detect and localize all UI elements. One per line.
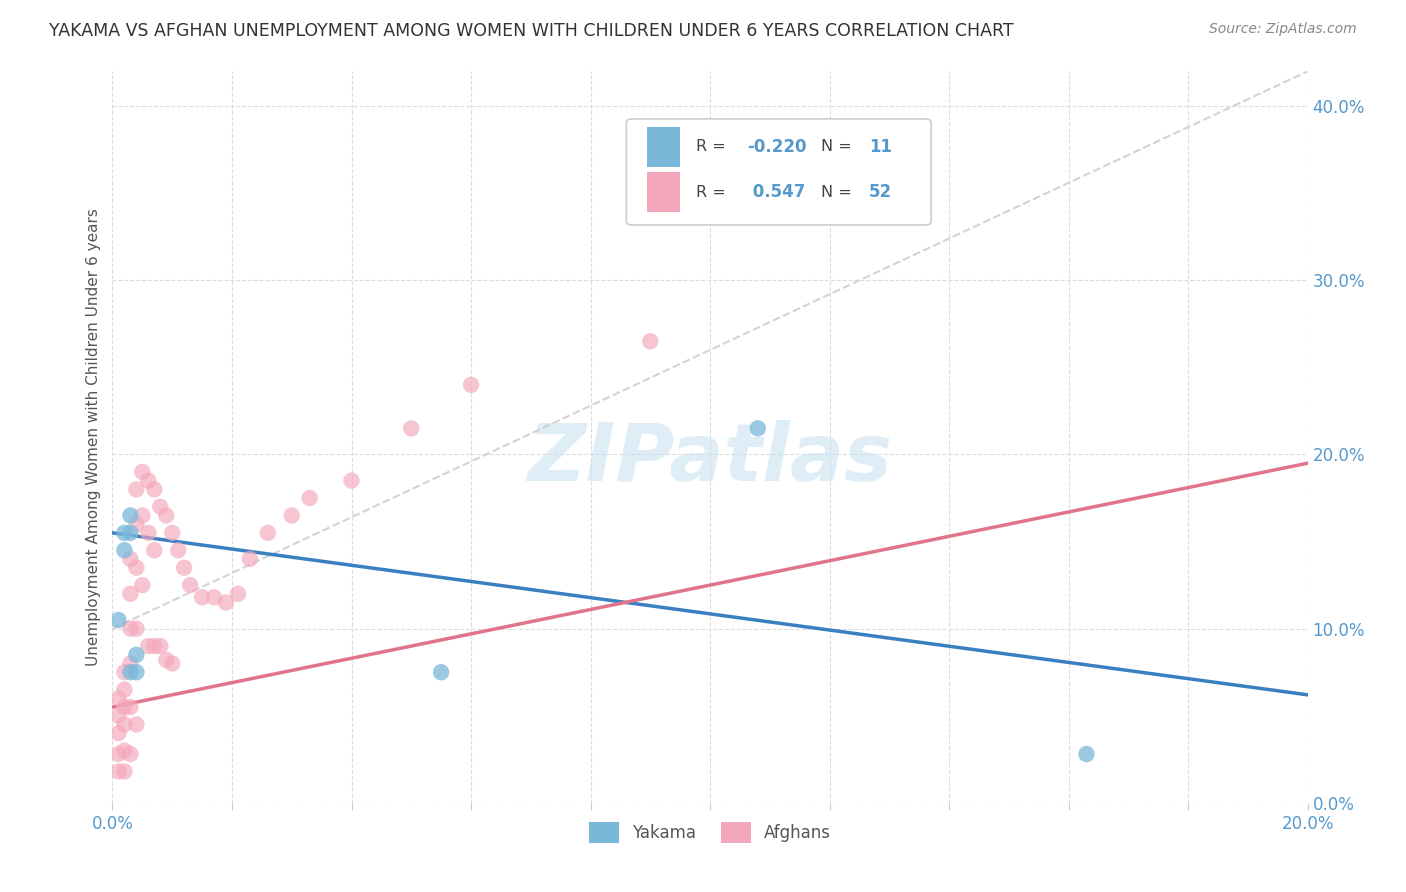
Legend: Yakama, Afghans: Yakama, Afghans <box>582 815 838 849</box>
Point <box>401 421 423 435</box>
FancyBboxPatch shape <box>647 127 681 167</box>
FancyBboxPatch shape <box>627 119 931 225</box>
Point <box>640 334 662 349</box>
Point <box>120 525 142 540</box>
Point <box>120 552 142 566</box>
Point <box>131 465 153 479</box>
Point <box>131 508 153 523</box>
Point <box>138 474 160 488</box>
Point <box>125 517 148 532</box>
Point <box>107 613 129 627</box>
Point <box>239 552 262 566</box>
Point <box>162 525 183 540</box>
Point <box>114 717 135 731</box>
Point <box>114 700 135 714</box>
Point <box>143 543 166 558</box>
Text: N =: N = <box>821 139 852 154</box>
Point <box>125 717 148 731</box>
Point <box>202 591 225 605</box>
Text: 0.547: 0.547 <box>747 183 806 201</box>
Point <box>191 591 214 605</box>
Point <box>167 543 190 558</box>
Point <box>114 665 135 680</box>
Point <box>430 665 453 680</box>
Point <box>114 525 135 540</box>
Point <box>125 560 148 574</box>
Point <box>179 578 201 592</box>
Point <box>460 377 482 392</box>
Point <box>131 578 153 592</box>
Point <box>138 525 160 540</box>
Point <box>226 587 249 601</box>
Point <box>114 543 135 558</box>
Point <box>155 653 177 667</box>
Point <box>107 764 129 779</box>
Point <box>120 657 142 671</box>
Point <box>143 483 166 497</box>
Point <box>120 747 142 761</box>
Text: ZIPatlas: ZIPatlas <box>527 420 893 498</box>
Point <box>298 491 321 505</box>
Point <box>215 595 238 609</box>
Text: R =: R = <box>696 185 725 200</box>
Point <box>114 764 135 779</box>
Point <box>125 622 148 636</box>
Point <box>340 474 363 488</box>
Point <box>107 747 129 761</box>
Text: -0.220: -0.220 <box>747 137 807 156</box>
Point <box>107 691 129 706</box>
Point <box>149 500 172 514</box>
Point <box>125 665 148 680</box>
Point <box>138 639 160 653</box>
Point <box>120 508 142 523</box>
Text: YAKAMA VS AFGHAN UNEMPLOYMENT AMONG WOMEN WITH CHILDREN UNDER 6 YEARS CORRELATIO: YAKAMA VS AFGHAN UNEMPLOYMENT AMONG WOME… <box>49 22 1014 40</box>
Point <box>120 700 142 714</box>
Point <box>107 726 129 740</box>
Point <box>1076 747 1098 761</box>
FancyBboxPatch shape <box>647 172 681 212</box>
Text: R =: R = <box>696 139 725 154</box>
Point <box>125 483 148 497</box>
Point <box>114 682 135 697</box>
Point <box>155 508 177 523</box>
Point <box>143 639 166 653</box>
Point <box>162 657 183 671</box>
Text: N =: N = <box>821 185 852 200</box>
Text: 52: 52 <box>869 183 891 201</box>
Point <box>107 708 129 723</box>
Text: Source: ZipAtlas.com: Source: ZipAtlas.com <box>1209 22 1357 37</box>
Point <box>747 421 769 435</box>
Text: 11: 11 <box>869 137 891 156</box>
Point <box>149 639 172 653</box>
Point <box>114 743 135 757</box>
Point <box>173 560 195 574</box>
Point <box>120 622 142 636</box>
Point <box>120 587 142 601</box>
Point <box>281 508 304 523</box>
Point <box>125 648 148 662</box>
Point <box>120 665 142 680</box>
Y-axis label: Unemployment Among Women with Children Under 6 years: Unemployment Among Women with Children U… <box>86 208 101 666</box>
Point <box>257 525 280 540</box>
